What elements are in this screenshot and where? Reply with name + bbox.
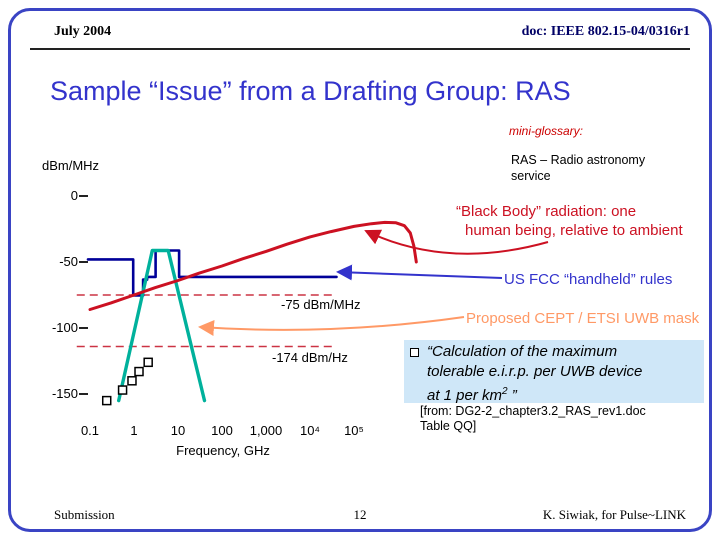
header-divider <box>30 48 690 50</box>
page-title: Sample “Issue” from a Drafting Group: RA… <box>50 76 571 106</box>
blackbody-annotation-line1: “Black Body” radiation: one <box>456 203 637 220</box>
callout-superscript: 2 <box>502 386 508 397</box>
callout-highlight-box <box>404 340 704 403</box>
source-reference-line2: Table QQ] <box>420 419 477 433</box>
x-tick-1000: 1,000 <box>249 423 283 438</box>
y-axis-label: dBm/MHz <box>42 158 100 173</box>
y-tick-150: -150 <box>51 386 78 401</box>
ref-line-75-label: -75 dBm/MHz <box>281 297 361 312</box>
bullet-square-icon <box>410 348 419 357</box>
callout-line3: at 1 per km2 ” <box>427 382 642 406</box>
fcc-annotation: US FCC “handheld” rules <box>504 271 673 288</box>
y-tick-100: -100 <box>51 320 78 335</box>
x-tick-1: 1 <box>130 423 138 438</box>
glossary-heading: mini-glossary: <box>509 124 584 138</box>
source-reference-line1: [from: DG2-2_chapter3.2_RAS_rev1.doc <box>420 404 646 418</box>
cept-annotation: Proposed CEPT / ETSI UWB mask <box>466 310 700 327</box>
blackbody-annotation-line2: human being, relative to ambient <box>465 222 683 239</box>
x-tick-1e4: 10⁴ <box>299 423 321 438</box>
header-date: July 2004 <box>54 24 112 39</box>
callout-line3-text: at 1 per km <box>427 387 503 404</box>
glossary-line1: RAS – Radio astronomy <box>511 153 646 167</box>
x-axis-label: Frequency, GHz <box>176 443 270 458</box>
source-reference: [from: DG2-2_chapter3.2_RAS_rev1.doc Tab… <box>420 404 646 434</box>
x-tick-10: 10 <box>170 423 186 438</box>
callout-close-quote: ” <box>507 387 517 404</box>
slide-border <box>8 8 712 532</box>
y-tick-0: 0 <box>70 188 78 203</box>
x-tick-0p1: 0.1 <box>80 423 100 438</box>
footer-submission: Submission <box>54 507 115 522</box>
callout-line1: “Calculation of the maximum <box>427 343 618 360</box>
callout-text: “Calculation of the maximum tolerable e.… <box>427 342 642 406</box>
x-tick-1e5: 10⁵ <box>344 423 364 438</box>
footer-author: K. Siwiak, for Pulse~LINK <box>542 507 686 522</box>
glossary-line2: service <box>511 169 551 183</box>
x-tick-100: 100 <box>211 423 233 438</box>
blackbody-annotation: “Black Body” radiation: one human being,… <box>456 202 683 240</box>
ref-line-174-label: -174 dBm/Hz <box>272 350 348 365</box>
header-doc-number: doc: IEEE 802.15-04/0316r1 <box>521 24 690 39</box>
glossary-entry: RAS – Radio astronomy service <box>511 152 645 184</box>
y-tick-50: -50 <box>59 254 78 269</box>
footer-page-number: 12 <box>353 507 367 522</box>
callout-line2: tolerable e.i.r.p. per UWB device <box>427 363 643 380</box>
